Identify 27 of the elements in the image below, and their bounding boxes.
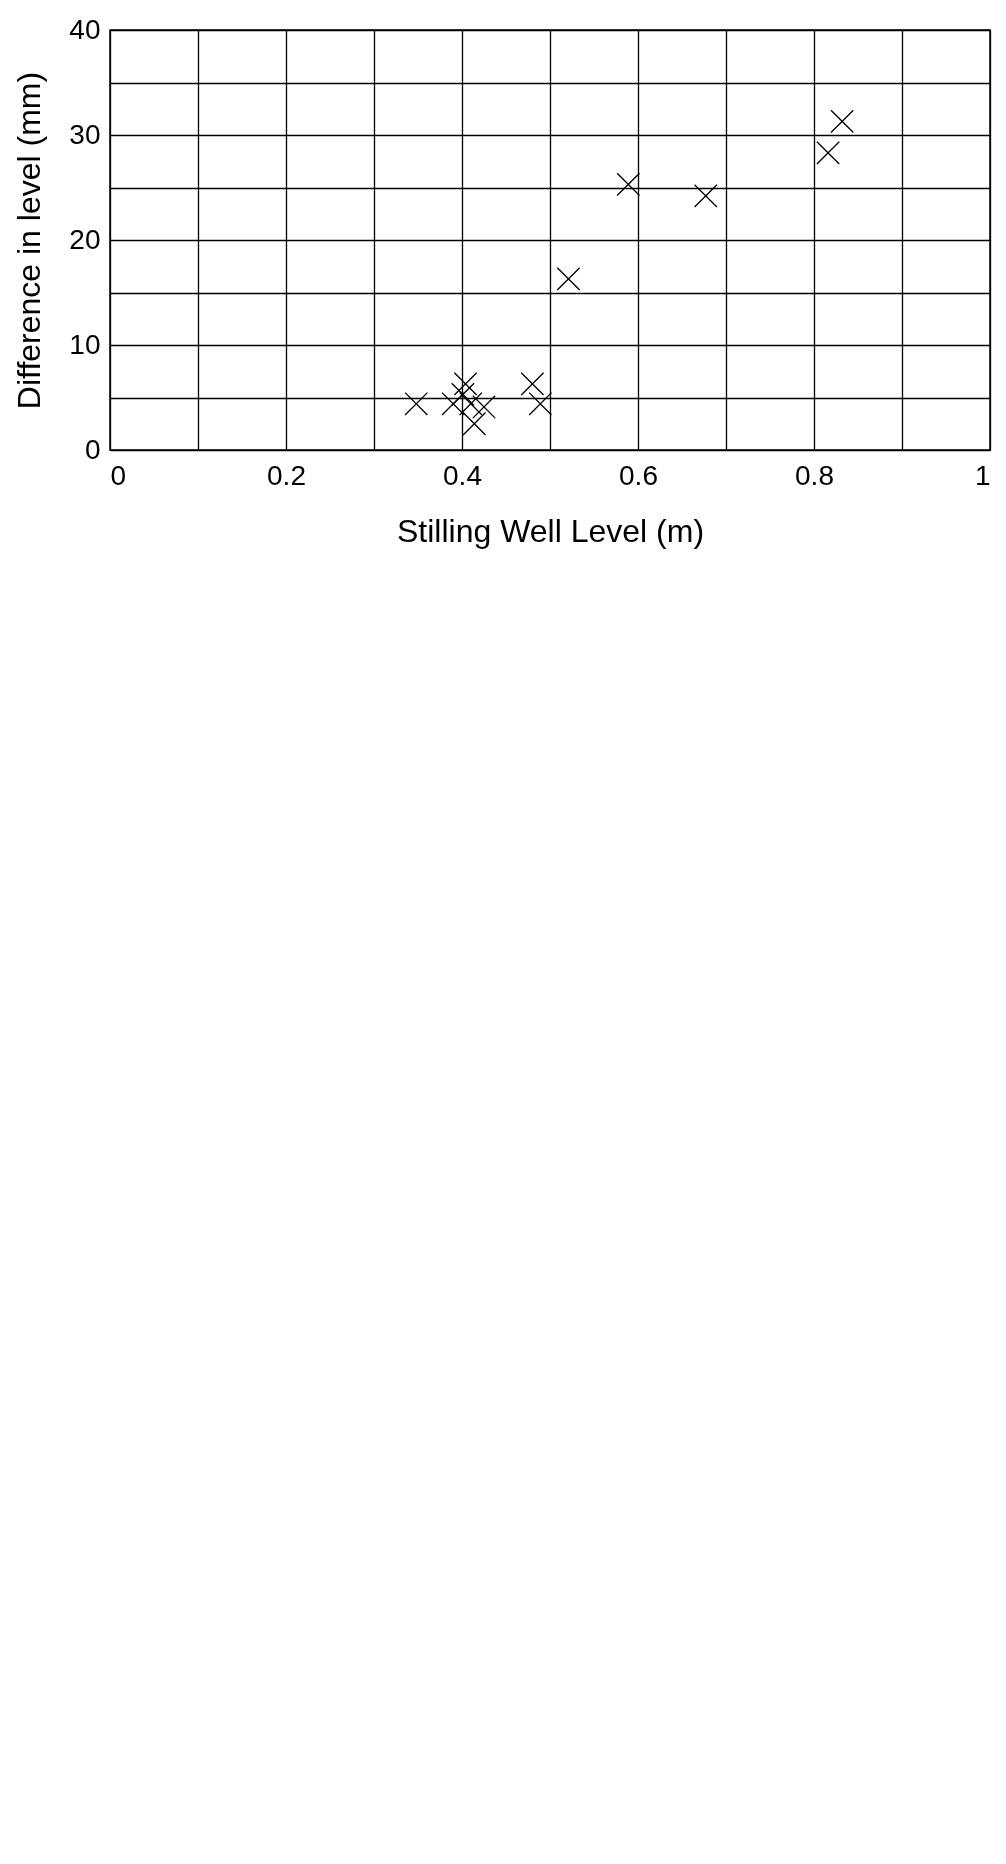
point bbox=[458, 391, 483, 416]
point bbox=[520, 372, 545, 396]
point bbox=[404, 391, 429, 416]
x-tick-label: 0.6 bbox=[619, 459, 658, 491]
point bbox=[616, 172, 641, 197]
y-tick-label: 30 bbox=[69, 118, 101, 150]
x-tick-label: 0 bbox=[110, 459, 127, 491]
point bbox=[556, 267, 581, 291]
point bbox=[441, 391, 466, 416]
point bbox=[451, 382, 475, 407]
y-tick-label: 40 bbox=[69, 13, 101, 45]
y-axis-title: Difference in level (mm) bbox=[11, 71, 48, 410]
x-tick-label: 1 bbox=[974, 459, 991, 491]
point bbox=[528, 391, 553, 416]
x-tick-label: 0.8 bbox=[795, 459, 834, 491]
point bbox=[453, 372, 478, 396]
point bbox=[472, 395, 496, 419]
point bbox=[462, 411, 487, 436]
x-axis-title: Stilling Well Level (m) bbox=[396, 512, 705, 549]
point bbox=[830, 109, 854, 134]
point bbox=[693, 184, 718, 208]
point bbox=[816, 141, 840, 165]
x-tick-label: 0.4 bbox=[443, 459, 482, 491]
x-tick-label: 0.2 bbox=[267, 459, 306, 491]
y-tick-label: 0 bbox=[84, 433, 101, 465]
y-tick-label: 20 bbox=[69, 223, 101, 255]
y-tick-label: 10 bbox=[69, 328, 101, 360]
